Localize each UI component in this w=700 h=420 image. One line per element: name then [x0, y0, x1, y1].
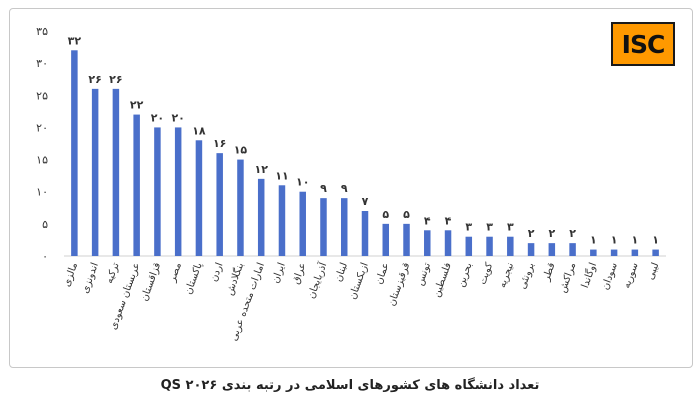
y-tick-label: ۱۰ [36, 186, 48, 199]
bar [195, 140, 203, 256]
bar [299, 191, 306, 256]
bar [569, 243, 576, 256]
bar [610, 249, 618, 256]
bar [133, 114, 140, 256]
category-label: بحرین [456, 261, 475, 288]
value-label: ۳ [465, 221, 472, 234]
value-label: ۹ [341, 182, 348, 195]
bar [340, 198, 348, 256]
category-label: قطر [541, 261, 558, 283]
value-label: ۱۲ [254, 163, 268, 176]
value-label: ۲ [569, 227, 576, 240]
bar [631, 249, 639, 256]
value-label: ۱۰ [296, 176, 309, 189]
category-label: مراکش [557, 261, 578, 294]
y-tick-label: ۳۰ [36, 57, 48, 70]
value-label: ۱ [632, 234, 639, 247]
y-tick-label: ۳۵ [36, 25, 48, 38]
bar [361, 211, 369, 256]
category-label: تونس [415, 261, 433, 287]
bar [527, 243, 535, 256]
logo-text: ISC [621, 29, 666, 59]
value-label: ۵ [382, 208, 389, 221]
value-label: ۲ [528, 227, 535, 240]
category-label: مصر [167, 261, 184, 284]
bar [403, 223, 410, 256]
value-label: ۴ [424, 214, 431, 227]
bar [91, 88, 99, 256]
bar [424, 230, 431, 256]
bar [71, 50, 78, 257]
bar [237, 159, 244, 256]
y-tick-label: ۱۵ [36, 154, 48, 167]
y-tick-label: ۰ [42, 250, 48, 263]
category-label: اردن [209, 261, 226, 283]
category-label: کویت [477, 261, 495, 286]
chart-frame [9, 8, 693, 368]
category-label: برونئی [517, 261, 537, 290]
bar [652, 249, 659, 256]
y-tick-label: ۲۰ [36, 121, 48, 134]
category-label: اندونزی [80, 261, 101, 295]
value-label: ۱ [590, 234, 597, 247]
category-label: لبنان [333, 261, 350, 283]
chart-caption: تعداد دانشگاه های کشورهای اسلامی در رتبه… [160, 378, 540, 393]
bar [465, 236, 473, 256]
category-label: اوگاندا [579, 261, 599, 290]
bar [444, 230, 452, 256]
value-label: ۲۰ [151, 111, 164, 124]
y-tick-label: ۵ [42, 218, 48, 231]
category-label: فلسطین [431, 261, 454, 299]
isc-logo: ISC [611, 22, 675, 66]
category-label: عمان [374, 261, 392, 286]
category-label: نیجریه [497, 261, 516, 289]
value-label: ۱۶ [213, 137, 226, 150]
category-label: قزاقستان [139, 261, 163, 303]
bar [382, 223, 390, 256]
bar [590, 249, 597, 256]
category-label: سوریه [621, 261, 640, 290]
value-label: ۱۱ [275, 169, 288, 182]
bar [320, 198, 327, 256]
value-label: ۲ [548, 227, 555, 240]
bar [174, 127, 182, 256]
bar [278, 185, 286, 256]
value-label: ۲۰ [171, 111, 184, 124]
bar [257, 178, 265, 256]
bar [486, 236, 493, 256]
category-label: ایران [270, 261, 288, 285]
category-label: ترکیه [104, 261, 122, 285]
value-label: ۳۲ [68, 34, 82, 47]
bar [112, 88, 120, 256]
category-label: ازبکستان [347, 261, 370, 301]
value-label: ۱۵ [234, 144, 248, 157]
value-label: ۱ [652, 234, 659, 247]
value-label: ۵ [403, 208, 410, 221]
bar [507, 236, 514, 256]
category-label: بنگلادش [223, 261, 246, 297]
value-label: ۲۶ [88, 73, 101, 86]
value-label: ۱۸ [192, 124, 206, 137]
value-label: ۴ [445, 214, 452, 227]
value-label: ۳ [507, 221, 514, 234]
value-label: ۲۲ [130, 99, 144, 112]
value-label: ۷ [362, 195, 369, 208]
value-label: ۲۶ [109, 73, 122, 86]
bar [216, 153, 223, 256]
value-label: ۳ [486, 221, 493, 234]
category-label: مالزی [61, 261, 80, 288]
value-label: ۹ [320, 182, 327, 195]
category-label: پاکستان [183, 261, 205, 296]
y-tick-label: ۲۵ [36, 89, 48, 102]
category-label: عراق [291, 261, 309, 285]
category-label: لیبی [645, 261, 661, 281]
bar [154, 127, 161, 256]
category-label: سودان [600, 261, 620, 291]
bar [548, 243, 556, 256]
value-label: ۱ [611, 234, 618, 247]
